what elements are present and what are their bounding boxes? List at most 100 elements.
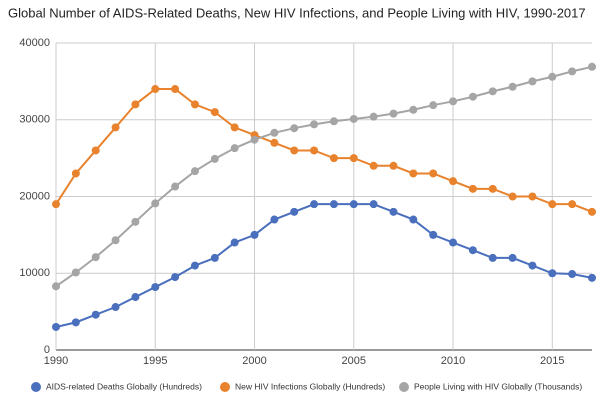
data-point	[151, 199, 160, 208]
data-point	[588, 273, 596, 282]
data-point	[310, 120, 319, 129]
data-point	[270, 138, 279, 147]
data-point	[131, 217, 140, 226]
data-point	[151, 85, 160, 94]
data-point	[449, 238, 458, 247]
data-point	[329, 117, 338, 126]
data-point	[190, 261, 199, 270]
data-point	[528, 77, 537, 86]
data-point	[210, 154, 219, 163]
data-point	[91, 146, 100, 155]
data-point	[71, 268, 80, 277]
data-point	[488, 184, 497, 193]
data-point	[369, 200, 378, 209]
y-tick-label: 0	[44, 344, 50, 356]
legend-marker	[220, 382, 230, 392]
data-point	[210, 253, 219, 262]
legend-label: People Living with HIV Globally (Thousan…	[414, 381, 582, 391]
y-tick-label: 10000	[19, 267, 50, 279]
series-line	[55, 203, 593, 328]
data-point	[171, 182, 180, 191]
data-point	[190, 167, 199, 176]
data-point	[230, 123, 239, 132]
legend-label: AIDS-related Deaths Globally (Hundreds)	[46, 381, 202, 391]
data-point	[290, 207, 299, 216]
data-point	[429, 101, 438, 110]
data-point	[151, 283, 160, 292]
data-point	[349, 154, 358, 163]
data-point	[548, 269, 557, 278]
data-point	[111, 236, 120, 245]
y-tick-label: 20000	[19, 190, 50, 202]
data-point	[329, 154, 338, 163]
data-point	[488, 253, 497, 262]
data-point	[131, 100, 140, 109]
data-point	[389, 109, 398, 118]
data-point	[250, 230, 259, 239]
series-line	[55, 88, 593, 213]
data-point	[131, 293, 140, 302]
legend-label: New HIV Infections Globally (Hundreds)	[235, 381, 385, 391]
data-point	[568, 200, 577, 209]
data-point	[429, 230, 438, 239]
data-point	[290, 146, 299, 155]
x-tick-label: 2010	[441, 355, 465, 367]
series-line	[55, 65, 593, 288]
data-point	[369, 161, 378, 170]
data-point	[508, 253, 517, 262]
data-point	[468, 184, 477, 193]
data-point	[71, 169, 80, 178]
x-tick-label: 1990	[44, 355, 68, 367]
x-tick-label: 2005	[342, 355, 366, 367]
data-point	[290, 124, 299, 133]
data-point	[52, 322, 60, 331]
y-tick-label: 30000	[19, 114, 50, 126]
y-tick-label: 40000	[19, 37, 50, 49]
data-point	[588, 62, 596, 71]
data-point	[548, 200, 557, 209]
data-point	[230, 144, 239, 153]
data-point	[488, 87, 497, 96]
data-point	[449, 97, 458, 106]
x-tick-label: 2000	[242, 355, 266, 367]
data-point	[210, 108, 219, 117]
legend-marker	[399, 382, 409, 392]
data-point	[468, 92, 477, 101]
data-point	[468, 246, 477, 255]
data-point	[91, 253, 100, 262]
data-point	[171, 273, 180, 282]
data-point	[409, 169, 418, 178]
data-point	[588, 207, 596, 216]
data-point	[508, 82, 517, 91]
data-point	[389, 161, 398, 170]
data-point	[548, 72, 557, 81]
data-point	[91, 310, 100, 319]
data-point	[568, 67, 577, 76]
data-point	[369, 112, 378, 121]
data-point	[190, 100, 199, 109]
data-point	[568, 270, 577, 279]
data-point	[409, 215, 418, 224]
data-point	[449, 177, 458, 186]
data-point	[409, 105, 418, 114]
data-point	[71, 318, 80, 327]
data-point	[310, 200, 319, 209]
data-point	[52, 282, 60, 291]
legend-marker	[31, 382, 41, 392]
data-point	[52, 200, 60, 209]
data-point	[429, 169, 438, 178]
x-tick-label: 1995	[143, 355, 167, 367]
data-point	[389, 207, 398, 216]
data-point	[111, 303, 120, 312]
data-point	[270, 215, 279, 224]
data-point	[230, 238, 239, 247]
data-point	[528, 192, 537, 201]
data-point	[270, 128, 279, 137]
data-point	[349, 114, 358, 123]
data-point	[508, 192, 517, 201]
data-point	[250, 135, 259, 144]
data-point	[310, 146, 319, 155]
x-tick-label: 2015	[540, 355, 564, 367]
chart-title: Global Number of AIDS-Related Deaths, Ne…	[8, 5, 586, 20]
